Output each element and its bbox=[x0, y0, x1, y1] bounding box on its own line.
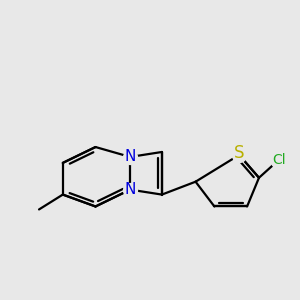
Text: S: S bbox=[234, 145, 244, 163]
Text: N: N bbox=[124, 182, 136, 197]
Text: Cl: Cl bbox=[272, 153, 286, 167]
Text: N: N bbox=[124, 149, 136, 164]
